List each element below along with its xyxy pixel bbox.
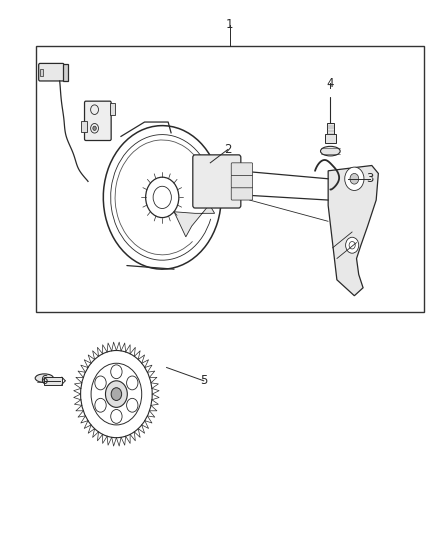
- Bar: [63, 64, 68, 81]
- Circle shape: [111, 365, 122, 378]
- Ellipse shape: [35, 374, 53, 382]
- Bar: [40, 69, 43, 76]
- Bar: [35, 46, 424, 312]
- Bar: [81, 122, 87, 132]
- Circle shape: [346, 237, 359, 253]
- Polygon shape: [174, 205, 215, 237]
- Polygon shape: [328, 165, 378, 296]
- Circle shape: [93, 126, 96, 131]
- FancyBboxPatch shape: [231, 187, 253, 200]
- Circle shape: [106, 381, 127, 407]
- Circle shape: [95, 398, 106, 412]
- Bar: [44, 377, 62, 384]
- Text: 4: 4: [327, 77, 334, 90]
- FancyBboxPatch shape: [231, 163, 253, 175]
- Text: 5: 5: [200, 374, 208, 387]
- FancyBboxPatch shape: [231, 175, 253, 188]
- Text: 1: 1: [226, 18, 233, 31]
- FancyBboxPatch shape: [193, 155, 241, 208]
- Text: 6: 6: [41, 374, 48, 387]
- Text: 2: 2: [224, 143, 231, 156]
- Bar: [327, 123, 334, 134]
- Ellipse shape: [321, 147, 340, 156]
- FancyBboxPatch shape: [39, 63, 64, 81]
- Circle shape: [111, 387, 122, 400]
- FancyBboxPatch shape: [85, 101, 111, 141]
- Circle shape: [111, 409, 122, 423]
- Bar: [110, 103, 115, 115]
- Circle shape: [95, 376, 106, 390]
- Text: 3: 3: [366, 172, 373, 185]
- Circle shape: [127, 376, 138, 390]
- Circle shape: [345, 167, 364, 190]
- Circle shape: [127, 398, 138, 412]
- Circle shape: [350, 173, 359, 184]
- Circle shape: [204, 165, 230, 197]
- Bar: [325, 134, 336, 143]
